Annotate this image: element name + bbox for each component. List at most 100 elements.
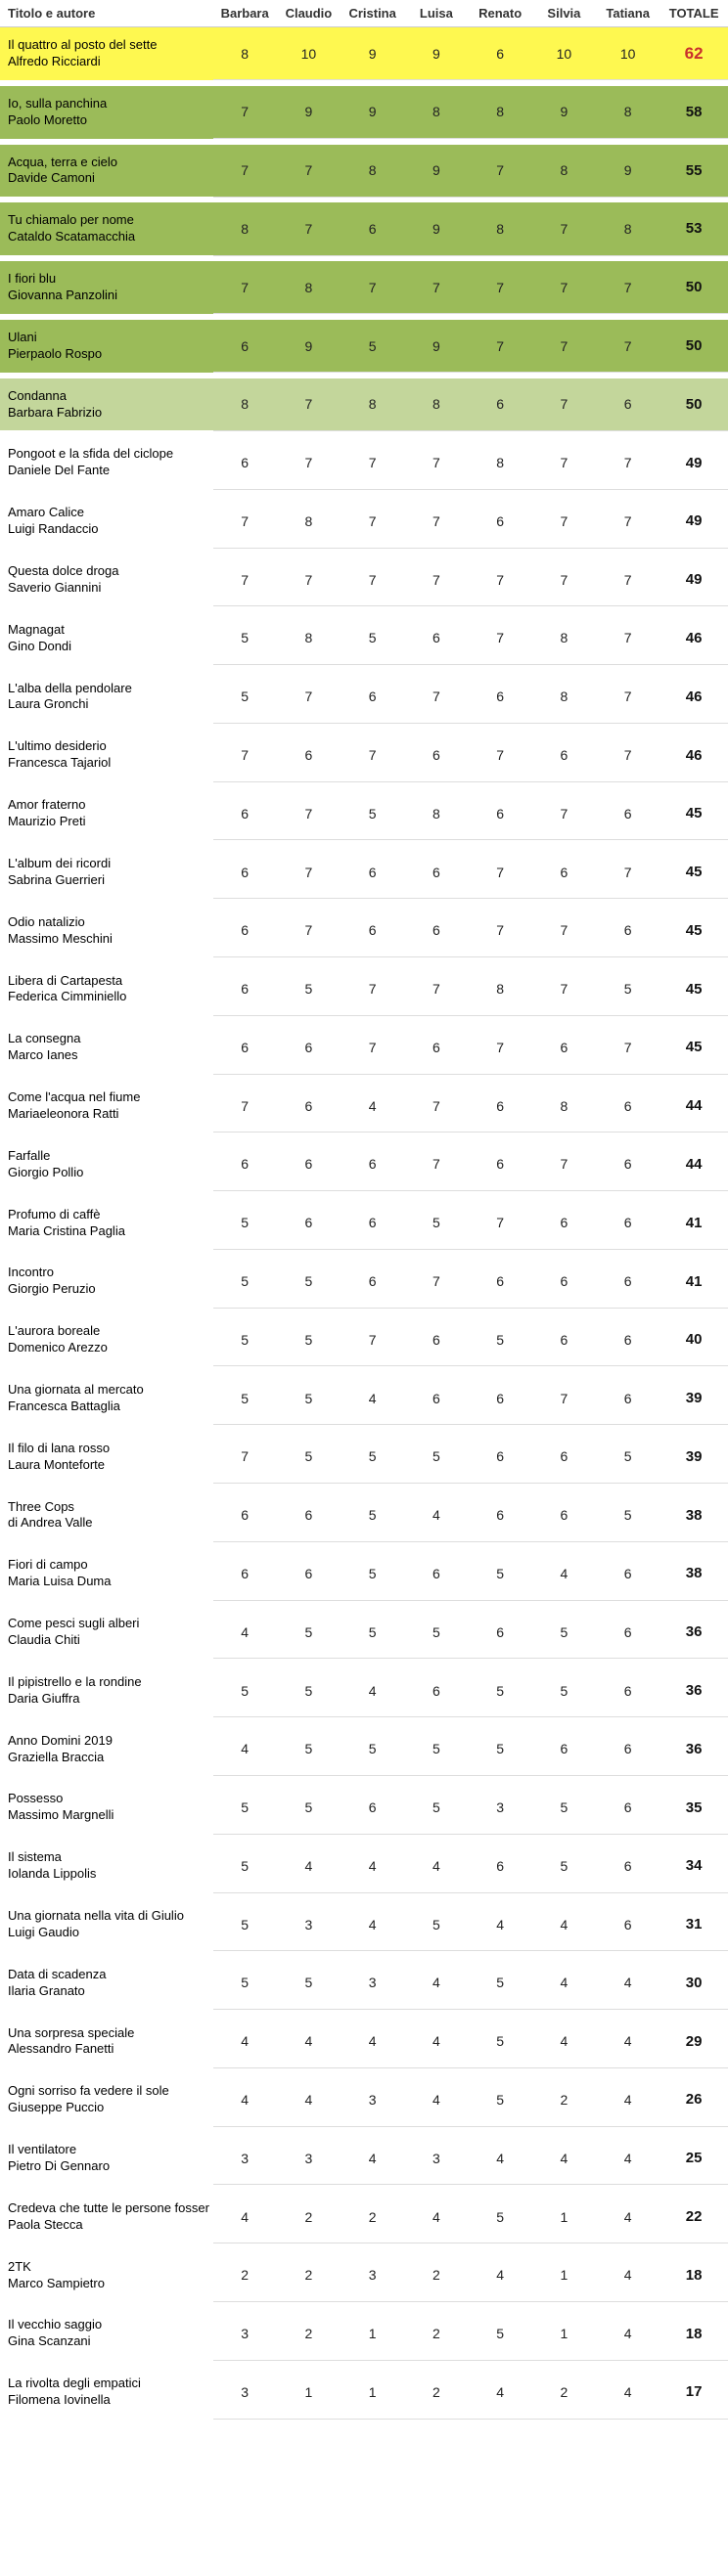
score-cell: 6 <box>341 905 404 957</box>
score-cell: 5 <box>469 2073 532 2126</box>
entry-author: di Andrea Valle <box>8 1515 209 1532</box>
score-cell: 5 <box>532 1665 596 1717</box>
score-cell: 4 <box>532 1957 596 2010</box>
table-row: Libera di CartapestaFederica Cimminiello… <box>0 963 728 1016</box>
score-cell: 7 <box>213 495 277 548</box>
title-cell: PossessoMassimo Margnelli <box>0 1781 213 1834</box>
score-cell: 7 <box>469 612 532 665</box>
score-cell: 6 <box>469 671 532 724</box>
total-cell: 34 <box>660 1840 728 1892</box>
title-cell: L'ultimo desiderioFrancesca Tajariol <box>0 729 213 781</box>
score-cell: 8 <box>277 495 341 548</box>
score-cell: 5 <box>341 1431 404 1484</box>
score-cell: 4 <box>596 2249 660 2302</box>
table-row: Fiori di campoMaria Luisa Duma665654638 <box>0 1547 728 1600</box>
title-cell: Libera di CartapestaFederica Cimminiello <box>0 963 213 1016</box>
title-cell: Il sistemaIolanda Lippolis <box>0 1840 213 1892</box>
score-cell: 4 <box>404 1957 468 2010</box>
score-cell: 6 <box>341 1197 404 1250</box>
score-cell: 5 <box>469 1313 532 1366</box>
table-row: Credeva che tutte le persone fosseroPaol… <box>0 2191 728 2243</box>
score-cell: 9 <box>277 86 341 139</box>
entry-title: Una giornata nella vita di Giulio <box>8 1908 209 1925</box>
header-judge-3: Luisa <box>404 0 468 27</box>
score-cell: 4 <box>341 2016 404 2068</box>
score-cell: 7 <box>596 320 660 373</box>
entry-title: Come l'acqua nel fiume <box>8 1089 209 1106</box>
total-cell: 26 <box>660 2073 728 2126</box>
entry-author: Domenico Arezzo <box>8 1340 209 1356</box>
title-cell: Credeva che tutte le persone fosseroPaol… <box>0 2191 213 2243</box>
table-row: Il ventilatorePietro Di Gennaro334344425 <box>0 2132 728 2185</box>
score-cell: 5 <box>341 1606 404 1659</box>
score-cell: 7 <box>277 846 341 899</box>
score-cell: 6 <box>596 905 660 957</box>
score-cell: 7 <box>532 202 596 255</box>
score-cell: 6 <box>532 1197 596 1250</box>
score-cell: 7 <box>596 1021 660 1074</box>
score-cell: 6 <box>469 1138 532 1191</box>
score-cell: 4 <box>213 2073 277 2126</box>
score-cell: 7 <box>341 554 404 606</box>
entry-title: Una sorpresa speciale <box>8 2025 209 2042</box>
entry-author: Laura Monteforte <box>8 1457 209 1474</box>
score-cell: 3 <box>213 2307 277 2360</box>
score-cell: 3 <box>213 2132 277 2185</box>
entry-title: La rivolta degli empatici <box>8 2376 209 2392</box>
entry-author: Cataldo Scatamacchia <box>8 229 209 245</box>
score-cell: 7 <box>596 729 660 781</box>
score-cell: 5 <box>213 612 277 665</box>
entry-title: Io, sulla panchina <box>8 96 209 112</box>
entry-author: Graziella Braccia <box>8 1750 209 1766</box>
score-cell: 6 <box>277 729 341 781</box>
score-cell: 7 <box>469 846 532 899</box>
score-cell: 7 <box>469 1197 532 1250</box>
title-cell: FarfalleGiorgio Pollio <box>0 1138 213 1191</box>
score-cell: 7 <box>532 320 596 373</box>
score-cell: 7 <box>532 963 596 1016</box>
score-cell: 5 <box>213 1840 277 1892</box>
entry-author: Massimo Margnelli <box>8 1807 209 1824</box>
score-cell: 6 <box>277 1021 341 1074</box>
score-cell: 6 <box>277 1197 341 1250</box>
score-cell: 6 <box>596 1781 660 1834</box>
score-cell: 7 <box>469 320 532 373</box>
score-cell: 7 <box>341 1313 404 1366</box>
score-cell: 1 <box>341 2307 404 2360</box>
score-cell: 1 <box>532 2191 596 2243</box>
title-cell: Three Copsdi Andrea Valle <box>0 1489 213 1542</box>
score-cell: 4 <box>213 1606 277 1659</box>
score-cell: 6 <box>469 495 532 548</box>
score-cell: 4 <box>404 2191 468 2243</box>
title-cell: CondannaBarbara Fabrizio <box>0 378 213 431</box>
total-cell: 44 <box>660 1080 728 1133</box>
score-cell: 7 <box>596 436 660 489</box>
score-cell: 4 <box>469 2249 532 2302</box>
header-judge-4: Renato <box>469 0 532 27</box>
score-cell: 6 <box>341 1781 404 1834</box>
table-row: Tu chiamalo per nomeCataldo Scatamacchia… <box>0 202 728 255</box>
score-cell: 7 <box>277 202 341 255</box>
entry-author: Daniele Del Fante <box>8 463 209 479</box>
score-cell: 6 <box>532 1255 596 1308</box>
table-body: Il quattro al posto del setteAlfredo Ric… <box>0 27 728 2425</box>
score-cell: 4 <box>532 2016 596 2068</box>
score-cell: 4 <box>596 2073 660 2126</box>
score-cell: 7 <box>213 1431 277 1484</box>
score-cell: 7 <box>532 1372 596 1425</box>
score-cell: 7 <box>341 963 404 1016</box>
total-cell: 45 <box>660 1021 728 1074</box>
score-cell: 6 <box>532 1489 596 1542</box>
score-cell: 7 <box>404 554 468 606</box>
title-cell: Ogni sorriso fa vedere il soleGiuseppe P… <box>0 2073 213 2126</box>
table-row: 2TKMarco Sampietro223241418 <box>0 2249 728 2302</box>
score-cell: 5 <box>469 1665 532 1717</box>
score-cell: 7 <box>532 378 596 431</box>
score-cell: 8 <box>532 612 596 665</box>
score-cell: 4 <box>341 1372 404 1425</box>
entry-author: Claudia Chiti <box>8 1632 209 1649</box>
score-cell: 5 <box>213 1372 277 1425</box>
score-cell: 5 <box>341 787 404 840</box>
score-cell: 4 <box>277 1840 341 1892</box>
entry-author: Marco Ianes <box>8 1047 209 1064</box>
